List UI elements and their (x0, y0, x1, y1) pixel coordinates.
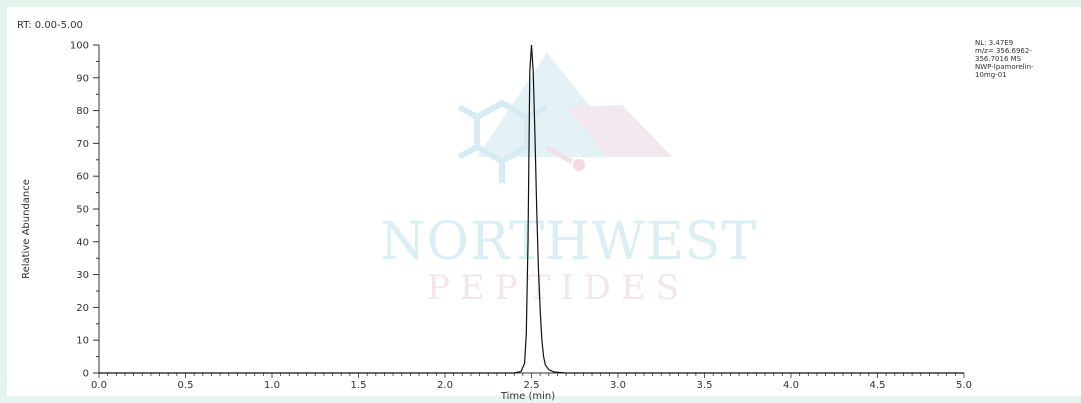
watermark-atom-icon (573, 159, 585, 171)
x-tick-label: 3.0 (610, 380, 626, 391)
x-tick-label: 4.0 (783, 380, 799, 391)
x-tick-label: 1.5 (351, 380, 367, 391)
watermark-line2: PEPTIDES (427, 268, 689, 308)
x-tick-label: 2.0 (437, 380, 453, 391)
y-axis-title: Relative Abundance (21, 179, 32, 279)
watermark-molecule-branch (545, 144, 574, 165)
y-tick-label: 40 (76, 237, 89, 248)
chromatogram-trace (99, 44, 964, 374)
info-line: 10mg-01 (975, 71, 1007, 79)
x-tick-label: 0.0 (91, 380, 107, 391)
watermark-logo: NORTHWEST PEPTIDES (380, 53, 757, 308)
watermark-line1: NORTHWEST (380, 212, 757, 272)
watermark-mountain-shape-pink (567, 105, 672, 157)
x-tick-label: 0.5 (178, 380, 194, 391)
x-tick-label: 2.5 (524, 380, 540, 391)
info-line: 356.7016 MS (975, 55, 1022, 63)
info-line: m/z= 356.6962- (975, 47, 1032, 55)
y-tick-label: 70 (76, 139, 89, 150)
y-tick-label: 0 (83, 369, 89, 380)
y-axis-ticks: 0 10 20 30 40 50 60 70 80 90 100 (70, 41, 99, 380)
x-tick-label: 4.5 (870, 380, 886, 391)
y-tick-label: 100 (70, 41, 89, 52)
y-tick-label: 30 (76, 270, 89, 281)
chromatogram-chart: NORTHWEST PEPTIDES RT: 0.00-5.00 NL: 3.4… (17, 20, 1034, 402)
x-tick-label: 1.0 (264, 380, 280, 391)
info-box: NL: 3.47E9 m/z= 356.6962- 356.7016 MS NW… (975, 39, 1034, 79)
watermark-molecule-icon (457, 99, 549, 183)
rt-range-label: RT: 0.00-5.00 (17, 20, 83, 31)
info-line: NL: 3.47E9 (975, 39, 1013, 47)
y-tick-label: 20 (76, 303, 89, 314)
x-tick-label: 5.0 (956, 380, 972, 391)
y-tick-label: 60 (76, 172, 89, 183)
x-axis-title: Time (min) (500, 391, 555, 402)
x-tick-label: 3.5 (697, 380, 713, 391)
info-line: NWP-Ipamorelin- (975, 63, 1034, 71)
y-tick-label: 90 (76, 73, 89, 84)
y-tick-label: 10 (76, 336, 89, 347)
y-tick-label: 50 (76, 205, 89, 216)
x-axis-ticks: 0.0 0.5 1.0 1.5 2.0 2.5 3.0 3.5 4.0 4.5 5.0 (91, 373, 972, 391)
y-tick-label: 80 (76, 106, 89, 117)
